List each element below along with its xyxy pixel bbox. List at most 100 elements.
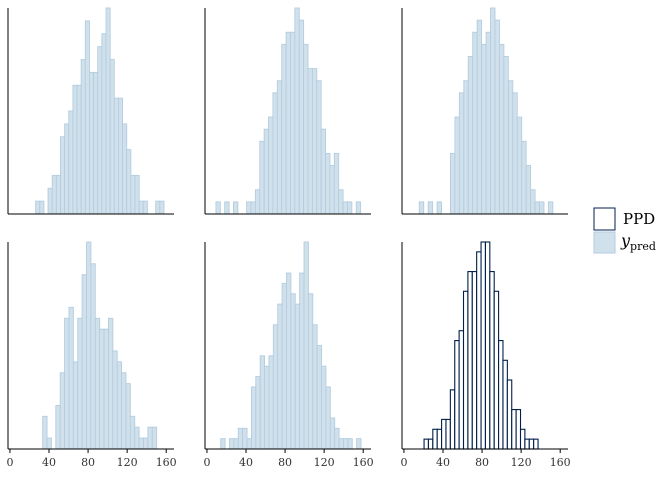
histogram-bar — [116, 361, 123, 450]
histogram-bar — [471, 271, 478, 450]
histogram-bar — [436, 201, 442, 215]
histogram-bar — [423, 438, 429, 450]
histogram-bar — [458, 92, 465, 215]
histogram-bar — [458, 330, 465, 450]
histogram-bar — [64, 317, 70, 450]
histogram-bar — [125, 383, 131, 450]
histogram-bar — [276, 80, 283, 215]
histogram-bar — [250, 201, 256, 215]
histogram-bar — [159, 200, 165, 215]
x-tick-label: 80 — [475, 456, 489, 469]
histogram-bar — [130, 174, 136, 215]
histogram-bar — [268, 116, 274, 215]
histogram-bar — [338, 189, 344, 215]
histogram-bar — [259, 355, 266, 450]
histogram-bar — [436, 428, 443, 450]
x-tick-label: 80 — [278, 456, 292, 469]
histogram-bar — [35, 200, 41, 215]
histogram-bar — [294, 303, 301, 450]
histogram-bar — [547, 201, 554, 215]
histogram-bar — [343, 438, 349, 450]
histogram-bar — [290, 31, 296, 215]
legend-label-ypred-sub: pred — [630, 240, 656, 253]
histogram-bar — [463, 80, 469, 215]
x-tick-label: 120 — [314, 456, 335, 469]
histogram-bar — [286, 272, 292, 450]
histogram-bar — [268, 355, 274, 450]
histogram-bar — [129, 415, 136, 450]
histogram-bar — [303, 241, 309, 450]
x-tick-label: 40 — [239, 456, 253, 469]
histogram-bar — [263, 128, 269, 215]
panel-ypred-1 — [7, 7, 174, 215]
histogram-bar — [321, 365, 327, 450]
panel-ypred-2 — [204, 7, 371, 215]
x-tick-label: 40 — [42, 456, 56, 469]
x-tick-label: 80 — [81, 456, 95, 469]
histogram-bar — [480, 241, 486, 450]
histogram-bar — [94, 317, 101, 450]
x-tick-label: 160 — [550, 456, 571, 469]
histogram-bar — [285, 31, 291, 215]
histogram-bar — [329, 417, 336, 450]
histogram-bar — [298, 19, 305, 215]
histogram-bar — [462, 290, 469, 450]
legend-key-ypred — [593, 231, 616, 254]
histogram-bar — [347, 201, 353, 215]
histogram-bar — [39, 200, 45, 215]
histogram-bar — [502, 359, 508, 450]
histogram-bar — [134, 426, 140, 450]
histogram-bar — [134, 174, 140, 215]
histogram-bar — [467, 271, 473, 450]
legend-label-ppd: PPD — [623, 210, 655, 228]
histogram-bar — [224, 201, 230, 215]
histogram-bar — [126, 149, 132, 215]
histogram-bar — [272, 92, 278, 215]
histogram-bar — [86, 241, 92, 450]
histogram-bar — [490, 7, 496, 215]
histogram-bar — [72, 361, 79, 450]
histogram-bar — [77, 317, 83, 450]
histogram-bar — [320, 128, 326, 215]
histogram-bar — [333, 152, 340, 215]
histogram-bar — [109, 59, 115, 215]
histogram-bar — [481, 43, 487, 215]
histogram-bar — [512, 92, 518, 215]
histogram-bar — [277, 303, 283, 450]
histogram-bar — [303, 43, 309, 215]
histogram-bar — [68, 306, 74, 450]
histogram-bar — [99, 328, 105, 450]
legend: PPD ypred — [593, 207, 656, 254]
histogram-bar — [97, 46, 103, 215]
histogram-bar — [503, 56, 509, 215]
histogram-bar — [454, 116, 460, 215]
histogram-bar — [524, 438, 530, 450]
histogram-bar — [84, 20, 90, 215]
histogram-bar — [229, 438, 235, 450]
histogram-bar — [355, 201, 362, 215]
histogram-bar — [242, 427, 248, 450]
histogram-bar — [334, 427, 340, 450]
histogram-bar — [215, 201, 221, 215]
histogram-bar — [76, 84, 82, 215]
histogram-bar — [281, 282, 287, 450]
histogram-bar — [489, 271, 495, 450]
histogram-bar — [103, 328, 109, 450]
histogram-bar — [117, 97, 124, 215]
x-tick-label: 120 — [117, 456, 138, 469]
histogram-bar — [59, 372, 66, 450]
x-tick-label: 0 — [6, 456, 13, 469]
histogram-bar — [530, 189, 536, 215]
histogram-bar — [107, 317, 114, 450]
histogram-bar — [80, 59, 86, 215]
histogram-bar — [64, 123, 70, 215]
panel-ypred-3 — [401, 7, 568, 215]
histogram-bar — [151, 426, 158, 450]
histogram-bar — [493, 290, 500, 450]
histogram-bar — [47, 187, 53, 215]
histogram-bar — [46, 437, 52, 450]
histogram-bar — [254, 189, 261, 215]
histogram-bar — [105, 7, 111, 215]
histogram-bar — [316, 80, 322, 215]
histogram-bar — [325, 152, 331, 215]
